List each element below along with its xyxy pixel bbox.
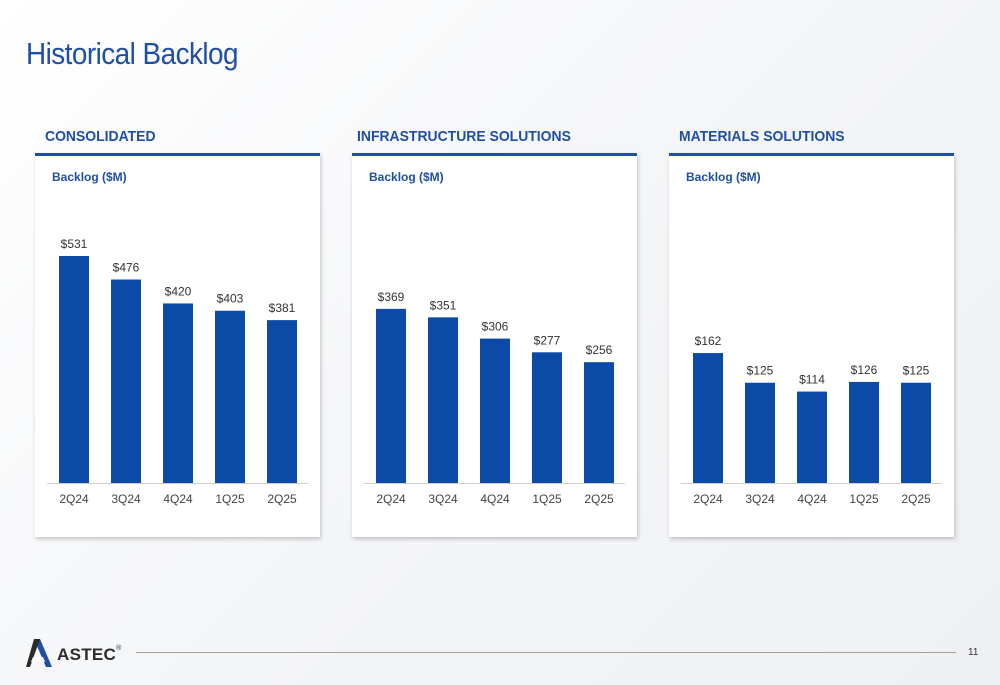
data-label: $531	[61, 237, 88, 251]
data-label: $125	[747, 364, 774, 378]
bar-1Q25	[215, 310, 245, 483]
logo-text: ASTEC®	[57, 645, 122, 664]
data-label: $125	[903, 364, 930, 378]
consolidated-chart: Backlog ($M) $531 2Q24 $476 3Q24 $420 4Q24 $403…	[47, 170, 308, 506]
bar-4Q24	[163, 303, 193, 483]
consolidated-chart-panel: Backlog ($M) $531 2Q24 $476 3Q24 $420 4Q24 $403…	[35, 153, 320, 537]
bar-1Q25	[849, 381, 879, 483]
tick-label: 3Q24	[428, 492, 458, 506]
tick-label: 3Q24	[745, 492, 775, 506]
infrastructure-header: INFRASTRUCTURE SOLUTIONS	[357, 128, 571, 145]
bar-2Q25	[584, 362, 614, 483]
tick-label: 4Q24	[163, 492, 193, 506]
page-number: 11	[968, 647, 979, 658]
consolidated-header: CONSOLIDATED	[45, 128, 156, 145]
bar-2Q24	[693, 353, 723, 483]
bar-4Q24	[480, 338, 510, 483]
data-label: $476	[113, 261, 140, 275]
page-title: Historical Backlog	[26, 36, 239, 71]
bar-2Q24	[59, 256, 89, 483]
bar-2Q25	[901, 382, 931, 483]
tick-label: 1Q25	[532, 492, 562, 506]
bar-2Q24	[376, 308, 406, 483]
bar-3Q24	[745, 382, 775, 483]
bar-2Q25	[267, 320, 297, 483]
chart-subtitle: Backlog ($M)	[686, 170, 761, 184]
tick-label: 2Q25	[901, 492, 931, 506]
bar-1Q25	[532, 352, 562, 483]
data-label: $277	[534, 333, 561, 347]
materials-chart: Backlog ($M) $162 2Q24 $125 3Q24 $114 4Q24 $126…	[681, 170, 942, 506]
data-label: $381	[269, 301, 296, 315]
tick-label: 2Q25	[267, 492, 297, 506]
materials-chart-panel: Backlog ($M) $162 2Q24 $125 3Q24 $114 4Q24 $126…	[669, 153, 954, 537]
data-label: $114	[799, 373, 825, 387]
data-label: $403	[217, 292, 244, 306]
tick-label: 1Q25	[215, 492, 245, 506]
tick-label: 2Q24	[376, 492, 406, 506]
data-label: $351	[430, 298, 457, 312]
bar-3Q24	[111, 279, 141, 483]
tick-label: 2Q24	[693, 492, 723, 506]
chart-subtitle: Backlog ($M)	[52, 170, 127, 184]
data-label: $420	[165, 284, 192, 298]
tick-label: 2Q25	[584, 492, 614, 506]
materials-header: MATERIALS SOLUTIONS	[679, 128, 845, 145]
tick-label: 4Q24	[797, 492, 827, 506]
data-label: $256	[586, 343, 613, 357]
footer-divider	[136, 652, 956, 653]
tick-label: 1Q25	[849, 492, 879, 506]
infrastructure-chart-panel: Backlog ($M) $369 2Q24 $351 3Q24 $306 4Q24 $277…	[352, 153, 637, 537]
tick-label: 4Q24	[480, 492, 510, 506]
infrastructure-chart: Backlog ($M) $369 2Q24 $351 3Q24 $306 4Q24 $277…	[364, 170, 625, 506]
data-label: $306	[482, 320, 509, 334]
data-label: $369	[378, 290, 405, 304]
bar-3Q24	[428, 317, 458, 483]
tick-label: 2Q24	[59, 492, 89, 506]
chart-subtitle: Backlog ($M)	[369, 170, 444, 184]
data-label: $126	[851, 363, 878, 377]
astec-logo-icon	[26, 639, 52, 667]
tick-label: 3Q24	[111, 492, 141, 506]
bar-4Q24	[797, 391, 827, 483]
data-label: $162	[695, 334, 722, 348]
